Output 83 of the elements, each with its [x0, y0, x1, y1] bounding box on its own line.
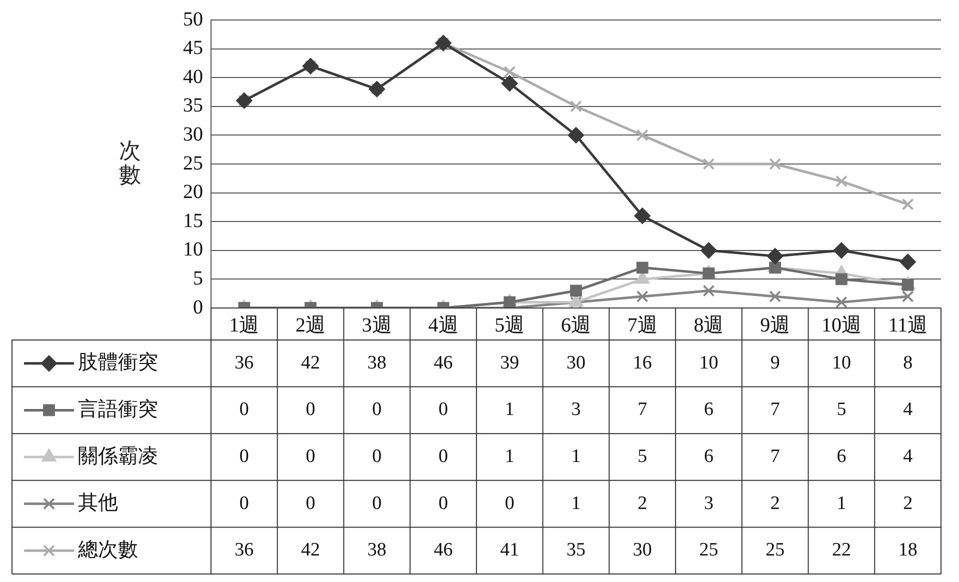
data-label: 0	[372, 492, 382, 514]
y-tick-label: 20	[183, 181, 203, 204]
data-label: 36	[234, 540, 254, 561]
y-tick-label: 15	[183, 210, 203, 232]
x-tick-label: 7週	[627, 314, 658, 336]
data-label: 0	[306, 492, 316, 514]
data-label: 25	[699, 540, 718, 561]
x-tick-label: 8週	[694, 314, 724, 336]
data-label: 5	[638, 446, 648, 467]
x-tick-label: 3週	[362, 314, 392, 336]
data-label: 8	[903, 352, 913, 374]
data-label: 38	[367, 352, 386, 374]
x-tick-label: 1週	[229, 314, 260, 336]
data-label: 3	[704, 492, 714, 514]
legend-label: 言語衝突	[78, 398, 158, 420]
data-label: 0	[438, 492, 448, 514]
data-label: 46	[434, 540, 453, 561]
data-label: 41	[500, 540, 520, 561]
y-tick-label: 30	[183, 123, 203, 146]
data-label: 1	[571, 446, 581, 467]
y-tick-label: 5	[193, 267, 203, 290]
x-tick-label: 10週	[821, 314, 862, 336]
data-label: 18	[898, 540, 918, 561]
data-label: 2	[770, 492, 780, 514]
data-label: 6	[836, 446, 846, 467]
data-label: 0	[438, 446, 448, 467]
data-label: 3	[571, 399, 581, 420]
data-label: 30	[632, 540, 652, 561]
data-label: 0	[438, 399, 448, 420]
data-label: 36	[234, 352, 254, 374]
data-label: 10	[699, 352, 718, 374]
data-label: 25	[766, 540, 785, 561]
legend-label: 總次數	[77, 538, 138, 561]
x-tick-label: 4週	[428, 314, 458, 336]
data-label: 39	[500, 352, 520, 374]
data-label: 0	[306, 399, 316, 420]
y-tick-label: 0	[193, 296, 203, 318]
data-label: 1	[504, 446, 514, 467]
data-label: 1	[571, 492, 581, 514]
y-tick-label: 40	[183, 66, 203, 88]
x-tick-label: 2週	[296, 314, 326, 336]
data-label: 35	[566, 540, 586, 561]
data-label: 42	[301, 540, 320, 561]
data-label: 7	[770, 446, 780, 467]
y-tick-label: 50	[183, 8, 203, 30]
data-label: 0	[239, 446, 249, 467]
x-tick-label: 11週	[888, 314, 928, 336]
y-tick-label: 45	[183, 37, 203, 60]
data-label: 42	[301, 352, 320, 374]
data-label: 7	[638, 399, 648, 420]
data-label: 30	[566, 352, 586, 374]
data-label: 5	[836, 399, 846, 420]
data-label: 46	[434, 352, 453, 374]
data-label: 2	[638, 492, 648, 514]
y-tick-label: 35	[183, 94, 203, 117]
y-axis-title: 次數	[119, 138, 141, 187]
legend-label: 肢體衝突	[78, 352, 158, 374]
legend-label: 其他	[78, 492, 118, 514]
data-label: 16	[632, 352, 652, 374]
y-tick-label: 10	[183, 238, 203, 261]
y-tick-label: 25	[183, 152, 203, 174]
data-label: 4	[903, 399, 914, 420]
data-label: 0	[306, 446, 316, 467]
data-label: 10	[832, 352, 851, 374]
data-label: 22	[832, 540, 851, 561]
data-label: 6	[704, 446, 714, 467]
data-label: 2	[903, 492, 913, 514]
data-label: 0	[239, 492, 249, 514]
legend-label: 關係霸凌	[78, 445, 158, 468]
x-tick-label: 5週	[494, 314, 525, 336]
data-label: 38	[367, 540, 386, 561]
data-label: 6	[704, 399, 714, 420]
data-label: 1	[504, 399, 514, 420]
x-tick-label: 9週	[760, 314, 790, 336]
data-label: 0	[372, 399, 382, 420]
x-tick-label: 6週	[561, 314, 591, 336]
data-label: 9	[770, 352, 780, 374]
data-label: 1	[836, 492, 846, 514]
data-label: 0	[504, 492, 514, 514]
data-label: 0	[239, 399, 249, 420]
data-label: 4	[903, 446, 914, 467]
data-label: 0	[372, 446, 382, 467]
data-label: 7	[770, 399, 780, 420]
